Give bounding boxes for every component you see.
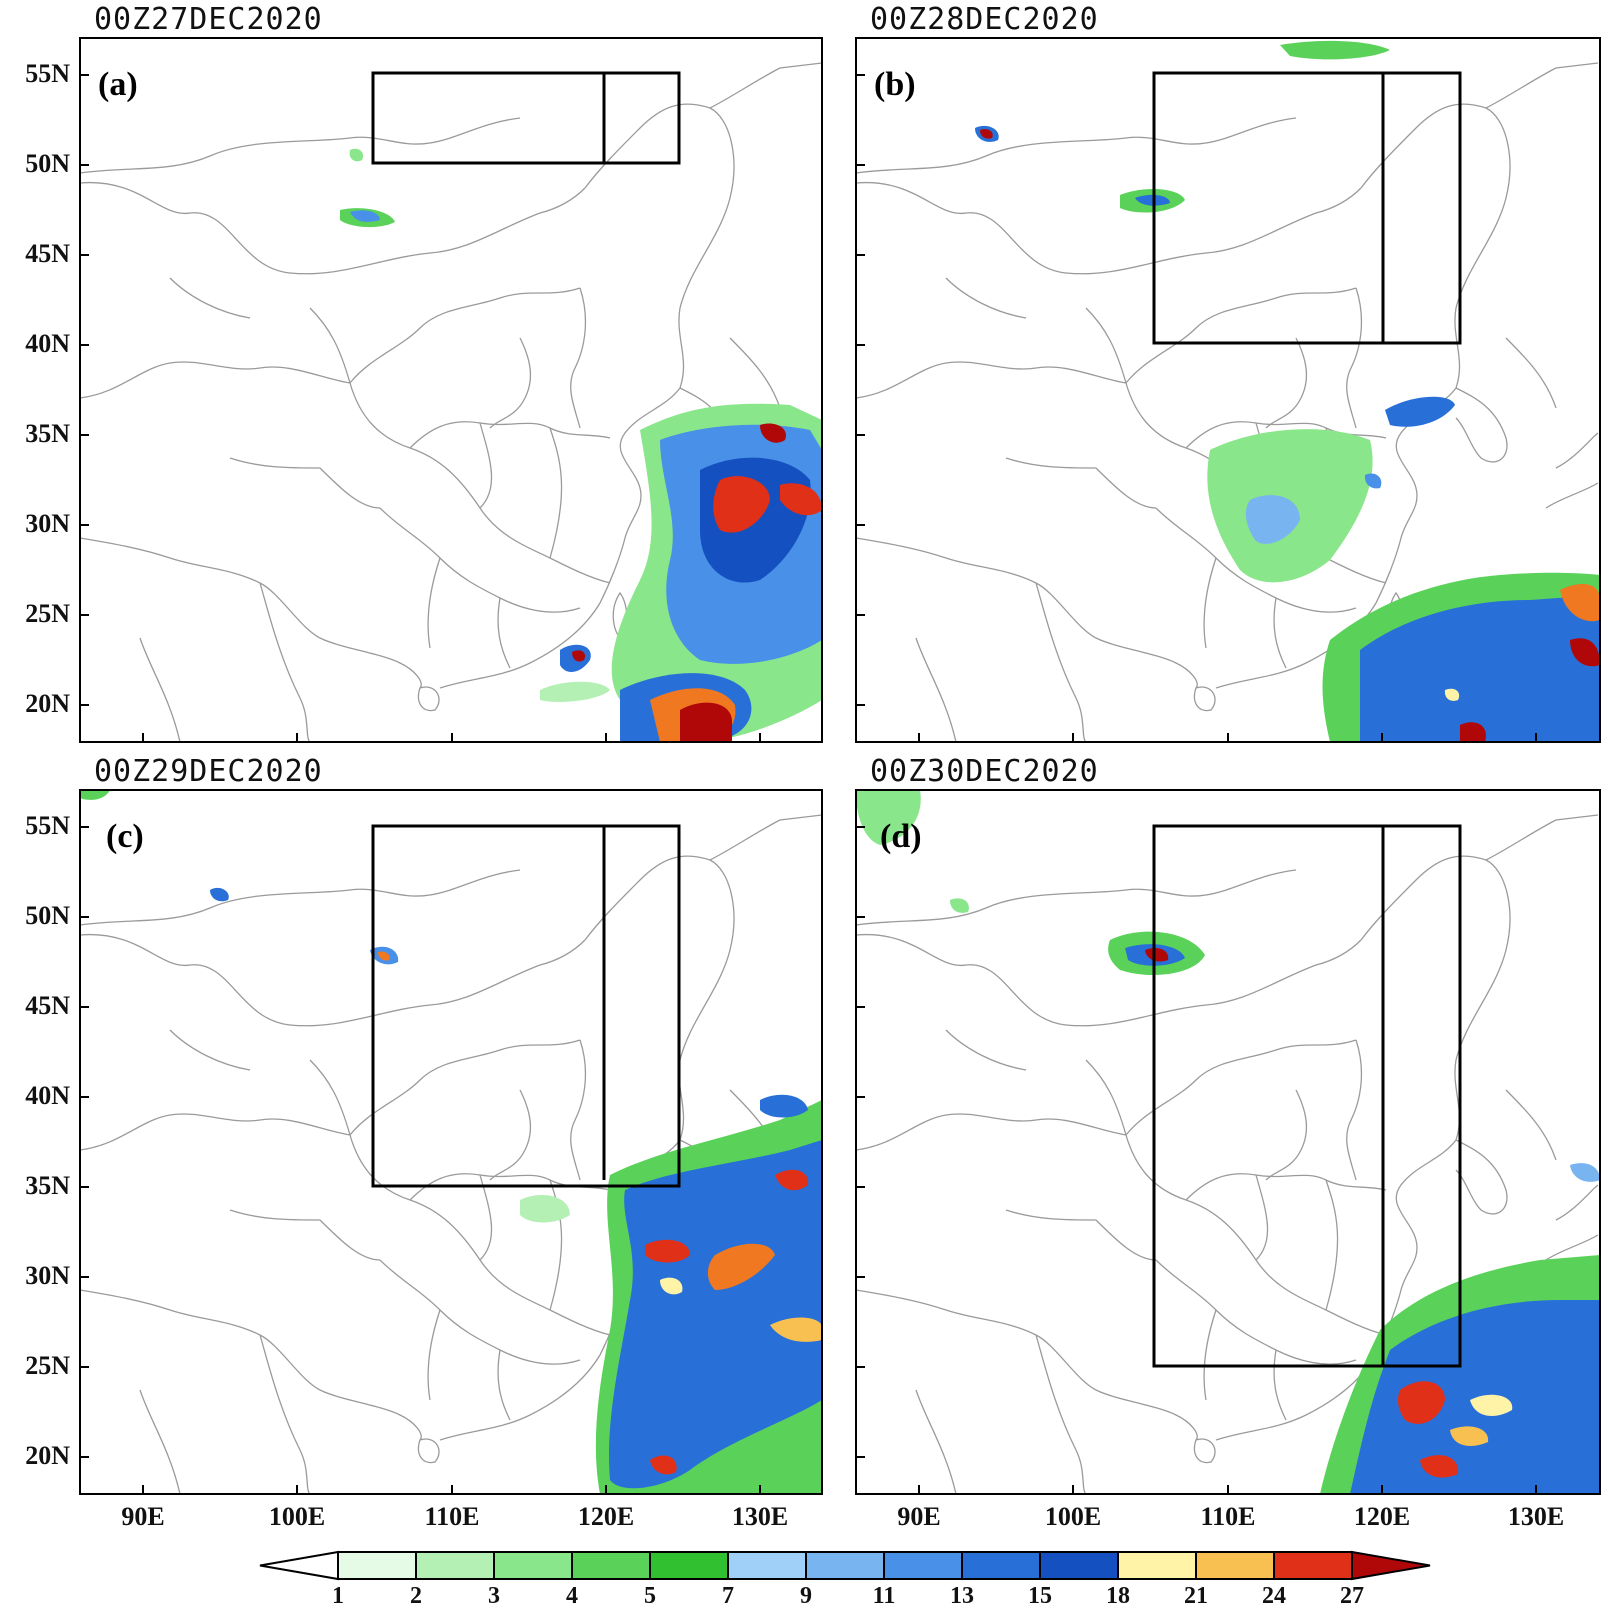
colorbar-tick-label: 4	[566, 1583, 578, 1609]
lat-label: 50N	[25, 901, 70, 930]
colorbar-segment	[961, 1551, 1041, 1580]
lon-label: 120E	[577, 1502, 635, 1531]
colorbar	[259, 1550, 1431, 1581]
lat-label: 25N	[25, 1351, 70, 1380]
lat-label: 35N	[25, 419, 70, 448]
colorbar-segment	[805, 1551, 885, 1580]
lon-label: 110E	[424, 1502, 480, 1531]
lat-label: 20N	[25, 689, 70, 718]
lon-label: 90E	[897, 1502, 941, 1531]
lat-label: 20N	[25, 1441, 70, 1470]
lon-label: 110E	[1200, 1502, 1256, 1531]
colorbar-tick-label: 11	[872, 1583, 896, 1609]
colorbar-segment	[1195, 1551, 1275, 1580]
colorbar-min-arrow	[259, 1550, 339, 1581]
panel-c-title: 00Z29DEC2020	[94, 754, 323, 789]
panel-c-precip	[80, 790, 822, 1494]
panel-c-map	[79, 789, 823, 1495]
colorbar-tick-label: 1	[332, 1583, 344, 1609]
colorbar-max-arrow	[1351, 1550, 1431, 1581]
colorbar-segment	[337, 1551, 417, 1580]
colorbar-tick-label: 21	[1184, 1583, 1208, 1609]
colorbar-segment	[571, 1551, 651, 1580]
colorbar-segment	[1273, 1551, 1353, 1580]
colorbar-tick-label: 7	[722, 1583, 734, 1609]
lat-label: 25N	[25, 599, 70, 628]
colorbar-segment	[493, 1551, 573, 1580]
colorbar-tick-label: 18	[1106, 1583, 1130, 1609]
colorbar-tick-label: 13	[950, 1583, 974, 1609]
panel-a-precip	[340, 148, 822, 742]
panel-c-label: (c)	[106, 818, 144, 855]
colorbar-tick-label: 24	[1262, 1583, 1286, 1609]
lon-label: 100E	[1044, 1502, 1102, 1531]
lon-label: 120E	[1353, 1502, 1411, 1531]
lon-label: 90E	[121, 1502, 165, 1531]
lat-label: 40N	[25, 1081, 70, 1110]
colorbar-tick-label: 2	[410, 1583, 422, 1609]
lat-label: 55N	[25, 59, 70, 88]
lat-label: 45N	[25, 239, 70, 268]
lon-label: 130E	[731, 1502, 789, 1531]
colorbar-segment	[1039, 1551, 1119, 1580]
panel-b-map	[855, 37, 1601, 743]
lat-label: 35N	[25, 1171, 70, 1200]
colorbar-tick-label: 5	[644, 1583, 656, 1609]
panel-a-title: 00Z27DEC2020	[94, 2, 323, 37]
panel-b-precip	[975, 40, 1600, 742]
panel-d-map	[855, 789, 1601, 1495]
colorbar-segment	[727, 1551, 807, 1580]
panel-b-title: 00Z28DEC2020	[870, 2, 1099, 37]
colorbar-tick-label: 9	[800, 1583, 812, 1609]
lat-label: 40N	[25, 329, 70, 358]
colorbar-segment	[883, 1551, 963, 1580]
lat-label: 45N	[25, 991, 70, 1020]
colorbar-segment	[649, 1551, 729, 1580]
colorbar-tick-label: 27	[1340, 1583, 1364, 1609]
lon-label: 100E	[268, 1502, 326, 1531]
lat-label: 55N	[25, 811, 70, 840]
colorbar-segment	[1117, 1551, 1197, 1580]
lat-label: 30N	[25, 1261, 70, 1290]
lat-label: 30N	[25, 509, 70, 538]
panel-d-title: 00Z30DEC2020	[870, 754, 1099, 789]
lat-label: 50N	[25, 149, 70, 178]
colorbar-tick-label: 3	[488, 1583, 500, 1609]
panel-a-label: (a)	[98, 66, 138, 103]
axis-ticks	[80, 74, 1537, 1494]
panel-d-precip	[856, 790, 1600, 1494]
lon-label: 130E	[1507, 1502, 1565, 1531]
panel-d-label: (d)	[880, 818, 922, 855]
colorbar-segment	[415, 1551, 495, 1580]
panel-a-map	[79, 37, 823, 743]
colorbar-tick-label: 15	[1028, 1583, 1052, 1609]
panel-b-label: (b)	[874, 66, 916, 103]
